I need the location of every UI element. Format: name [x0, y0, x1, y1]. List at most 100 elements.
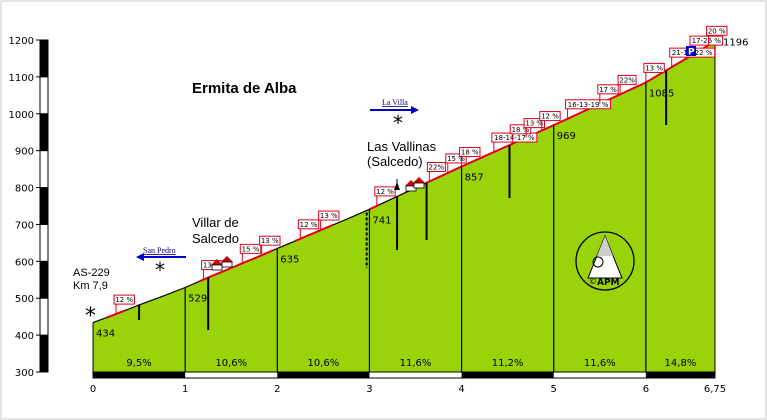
flag-box [597, 84, 619, 95]
flag-label: 18 % [512, 126, 530, 134]
detour-la-villa: La Villa * [370, 98, 419, 135]
flag-label: 13 % [645, 64, 663, 72]
elevation-labels: 434 529 635 741 857 969 1085 1196 [96, 37, 748, 339]
flag-label: 13 % [261, 237, 279, 245]
flag-box [565, 99, 612, 110]
y-tick-label: 800 [15, 184, 34, 195]
detour-san-pedro-label: San Pedro [143, 246, 176, 255]
flag-box [539, 111, 561, 122]
x-axis-band [93, 372, 186, 378]
flag-box [689, 35, 724, 46]
profile-fill [93, 41, 715, 372]
gradient-flag: 22% [426, 162, 446, 182]
flag-box [426, 162, 446, 173]
flag-label: 13 % [320, 212, 338, 220]
y-tick-label: 300 [15, 368, 34, 379]
segment-gradient: 10,6% [215, 358, 247, 369]
detour-asterisk-icon: * [155, 258, 165, 282]
flag-box [113, 294, 135, 305]
steep-section [198, 249, 274, 283]
y-tick-label: 600 [15, 257, 34, 268]
detour-asterisk-icon-2: * [393, 111, 403, 135]
y-axis-band [40, 40, 48, 77]
section-poles [138, 70, 668, 330]
flag-label: 16-13-19 % [568, 101, 609, 109]
place-villar-line2: Salcedo [192, 231, 239, 246]
flag-label: 22% [619, 76, 635, 84]
flag-label: 20 % [708, 27, 726, 35]
village-houses-icon [211, 256, 233, 271]
gradient-flag: 13 % [523, 118, 545, 138]
start-road-label: AS-229 [73, 267, 110, 279]
gradient-flag: 12 % [297, 219, 320, 239]
segment-gradient: 11,6% [400, 358, 432, 369]
elevation-label: 529 [188, 294, 207, 305]
flag-label: 17-26 % [692, 37, 722, 45]
steep-section [295, 224, 333, 242]
gradient-flag: 13 % [643, 62, 665, 83]
gradient-flag: 18 % [509, 124, 532, 144]
y-tick-label: 400 [15, 331, 34, 342]
y-axis-band [40, 187, 48, 225]
x-tick-label: 0 [90, 384, 96, 395]
flag-box [374, 186, 396, 197]
gradient-flag: 15 % [239, 243, 262, 264]
gradient-flag: 13 % [318, 210, 340, 231]
segment-gradient: 11,6% [584, 358, 616, 369]
y-axis-band [40, 261, 48, 299]
x-tick-label: 1 [182, 384, 188, 395]
x-tick-label: 5 [551, 384, 557, 395]
elevation-label: 857 [465, 173, 484, 184]
flag-label: 17 % [599, 86, 617, 94]
flag-box [617, 74, 637, 85]
gradient-flag: 12 % [374, 186, 396, 206]
gradient-flag: 22% [617, 74, 637, 95]
elevation-label: 741 [372, 215, 391, 226]
flag-box [259, 235, 281, 246]
apm-logo: © APM [575, 231, 635, 291]
flag-box [706, 25, 728, 36]
chapel-icon [394, 179, 400, 190]
elevation-label: 1196 [723, 37, 748, 48]
flag-box [318, 210, 340, 221]
place-villar-line1: Villar de [192, 215, 239, 230]
elevation-label: 969 [557, 131, 576, 142]
flag-label: 13 % [525, 120, 543, 128]
parking-icon: P [686, 46, 696, 58]
svg-text:P: P [688, 48, 695, 58]
place-vallinas-line1: Las Vallinas [367, 139, 437, 154]
x-tick-label: 6,75 [704, 384, 726, 395]
km-lines [184, 82, 647, 372]
y-tick-label: 700 [15, 220, 34, 231]
arrowhead-right-icon [411, 106, 419, 114]
start-km-label: Km 7,9 [73, 280, 108, 292]
flag-label: 12 % [300, 221, 318, 229]
x-axis-bar [92, 371, 716, 379]
y-axis-band [40, 335, 48, 372]
start-asterisk-icon: * [85, 304, 96, 329]
arrowhead-left-icon [136, 253, 144, 261]
village-houses-icon-2 [405, 177, 425, 192]
x-axis: 0 1 2 3 4 5 6 6,75 [90, 371, 726, 395]
logo-text: APM [597, 278, 620, 288]
elevation-label: 635 [280, 254, 299, 265]
gradient-flag: 16-13-19 % [565, 99, 612, 119]
flag-label: 22% [429, 164, 445, 172]
place-vallinas-line2: (Salcedo) [367, 154, 423, 169]
y-tick-label: 900 [15, 147, 34, 158]
svg-text:©: © [589, 277, 597, 286]
elevation-label: 434 [96, 329, 115, 340]
gradient-flag: 13 % [259, 235, 281, 256]
x-tick-label: 2 [274, 384, 280, 395]
flag-label: 12 % [115, 296, 133, 304]
x-axis-band [645, 372, 715, 378]
detour-la-villa-label: La Villa [382, 98, 408, 107]
flag-box [643, 62, 665, 73]
x-axis-band [461, 372, 554, 378]
gradient-flag: 17 % [597, 84, 619, 104]
y-tick-label: 1100 [9, 73, 34, 84]
x-tick-label: 6 [643, 384, 649, 395]
flag-box [445, 153, 467, 164]
flag-label: 12 % [376, 188, 394, 196]
